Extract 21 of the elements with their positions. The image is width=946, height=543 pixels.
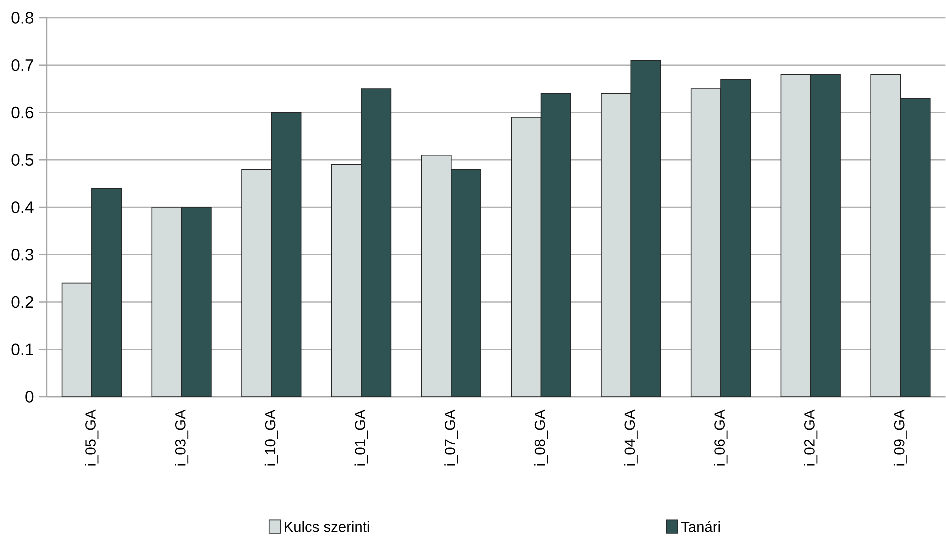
y-tick-label: 0.5 [12,154,34,166]
x-tick-label: i_09_GA [894,410,908,466]
x-tick-label: i_05_GA [85,410,99,466]
legend-label: Tanári [681,521,720,532]
x-tick-label: i_02_GA [804,410,818,466]
x-tick-label: i_04_GA [624,410,638,466]
x-tick-label: i_06_GA [714,410,728,466]
x-tick-label: i_01_GA [354,410,368,466]
y-tick-label: 0.2 [12,296,34,308]
y-tick-label: 0.8 [12,12,34,24]
x-tick-label: i_08_GA [534,410,548,466]
y-tick-label: 0.6 [12,106,34,119]
x-tick-label: i_03_GA [175,410,189,466]
y-tick-label: 0.7 [12,59,34,72]
y-tick-label: 0.4 [12,202,34,214]
y-tick-label: 0.1 [12,344,34,356]
y-tick-label: 0 [26,391,34,403]
y-tick-label: 0.3 [12,248,34,261]
legend-label: Kulcs szerinti [285,521,370,532]
x-tick-label: i_07_GA [444,410,458,466]
x-tick-label: i_10_GA [264,410,278,466]
